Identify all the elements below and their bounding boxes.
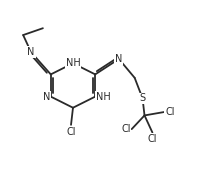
Text: N: N <box>43 92 50 102</box>
Text: Cl: Cl <box>165 107 175 117</box>
Text: S: S <box>140 93 146 103</box>
Text: Cl: Cl <box>121 124 131 134</box>
Text: N: N <box>27 47 35 57</box>
Text: NH: NH <box>66 58 80 68</box>
Text: Cl: Cl <box>66 127 76 136</box>
Text: NH: NH <box>96 92 111 102</box>
Text: N: N <box>115 54 123 64</box>
Text: Cl: Cl <box>148 134 157 144</box>
